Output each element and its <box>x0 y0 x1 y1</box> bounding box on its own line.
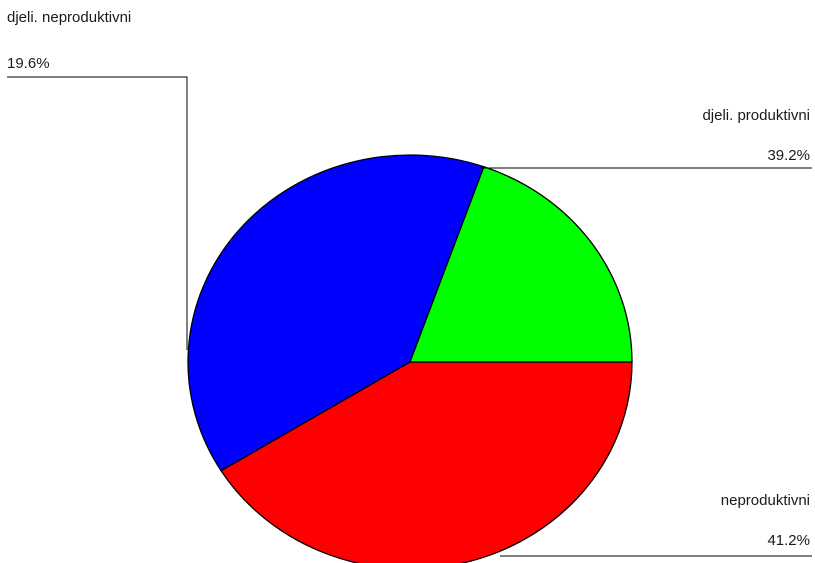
pie-slice-djeli-neproduktivni <box>409 165 633 363</box>
slice-label-djeli-produktivni: djeli. produktivni <box>702 107 810 124</box>
slice-percent-neproduktivni: 41.2% <box>767 532 810 549</box>
slice-percent-djeli-produktivni: 39.2% <box>767 147 810 164</box>
leader-line-djeli-neproduktivni <box>7 76 188 350</box>
pie-slice-djeli-produktivni <box>187 154 485 472</box>
slice-label-neproduktivni: neproduktivni <box>721 492 810 509</box>
leader-lines <box>7 76 812 557</box>
pie-slices <box>187 154 633 563</box>
slice-label-djeli-neproduktivni: djeli. neproduktivni <box>7 9 131 26</box>
slice-percent-djeli-neproduktivni: 19.6% <box>7 55 50 72</box>
